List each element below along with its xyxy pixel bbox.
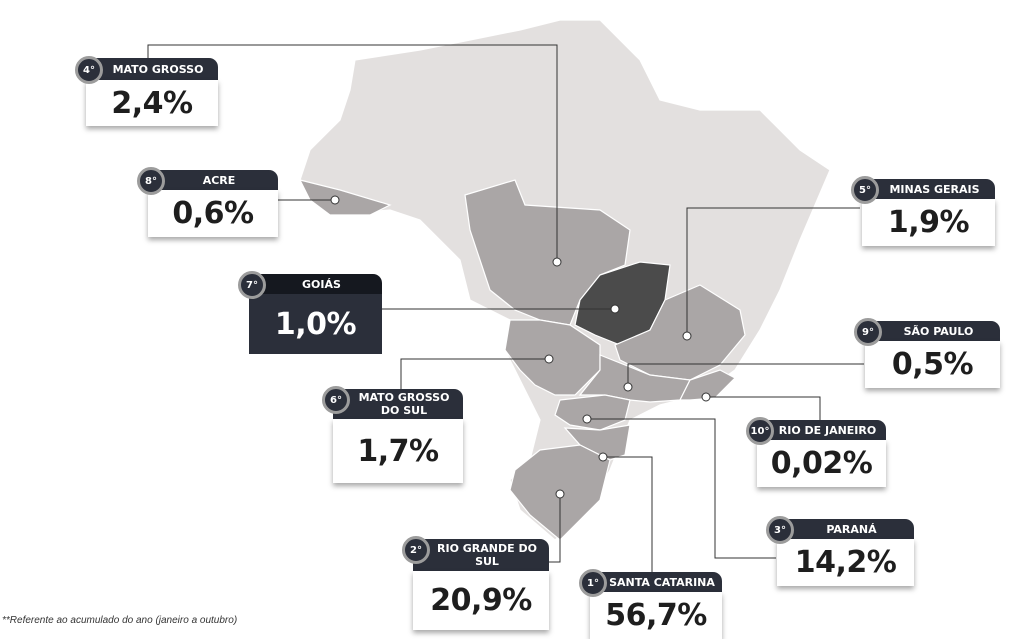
card-parana: PARANÁ 14,2% 3° [766,516,914,586]
state-parana [554,394,631,431]
marker-dot [582,414,592,424]
marker-dot [552,257,562,267]
card-goias: GOIÁS 1,0% 7° [238,271,382,354]
state-value: 1,7% [333,419,463,483]
state-name: PARANÁ [777,519,914,539]
marker-dot [555,489,565,499]
rank-badge: 6° [322,386,350,414]
state-value: 56,7% [590,592,722,639]
card-santa-catarina: SANTA CATARINA 56,7% 1° [579,569,722,639]
state-rio-de-janeiro [679,369,736,401]
state-value: 1,0% [249,294,382,354]
rank-badge: 4° [75,56,103,84]
marker-dot [598,452,608,462]
leader-line [587,418,776,559]
rank-badge: 2° [402,536,430,564]
state-name: GOIÁS [249,274,382,294]
state-name: SANTA CATARINA [590,572,722,592]
rank-badge: 1° [579,569,607,597]
leader-line [147,44,558,262]
card-acre: ACRE 0,6% 8° [137,167,278,237]
card-rio-grande-do-sul: RIO GRANDE DO SUL 20,9% 2° [402,536,549,630]
state-value: 2,4% [86,80,218,126]
rank-badge: 8° [137,167,165,195]
leader-line [706,396,821,420]
leader-line [627,363,864,387]
card-mato-grosso-do-sul: MATO GROSSO DO SUL 1,7% 6° [322,386,463,483]
state-value: 20,9% [413,571,549,630]
rank-badge: 5° [851,176,879,204]
state-name: ACRE [148,170,278,190]
leader-line [549,494,561,563]
leader-line [603,456,653,572]
marker-dot [544,354,554,364]
marker-dot [330,195,340,205]
state-value: 14,2% [777,539,914,586]
card-sao-paulo: SÃO PAULO 0,5% 9° [854,318,1000,388]
marker-dot [623,382,633,392]
state-name: MINAS GERAIS [862,179,995,199]
state-sao-paulo [578,354,691,403]
rank-badge: 9° [854,318,882,346]
leader-line [686,207,860,336]
state-name: MATO GROSSO DO SUL [333,389,463,419]
rank-badge: 3° [766,516,794,544]
leader-line [400,358,549,390]
marker-dot [701,392,711,402]
marker-dot [682,331,692,341]
card-minas-gerais: MINAS GERAIS 1,9% 5° [851,176,995,246]
state-value: 0,5% [865,341,1000,388]
state-value: 1,9% [862,199,995,246]
marker-dot [610,304,620,314]
state-name: RIO DE JANEIRO [757,420,886,440]
rank-badge: 10° [746,417,774,445]
card-rio-de-janeiro: RIO DE JANEIRO 0,02% 10° [746,417,886,487]
state-name: SÃO PAULO [865,321,1000,341]
state-value: 0,6% [148,190,278,237]
rank-badge: 7° [238,271,266,299]
state-name: RIO GRANDE DO SUL [413,539,549,571]
card-mato-grosso: MATO GROSSO 2,4% 4° [75,56,218,126]
state-value: 0,02% [757,440,886,487]
footnote: **Referente ao acumulado do ano (janeiro… [2,615,238,626]
state-name: MATO GROSSO [86,58,218,80]
